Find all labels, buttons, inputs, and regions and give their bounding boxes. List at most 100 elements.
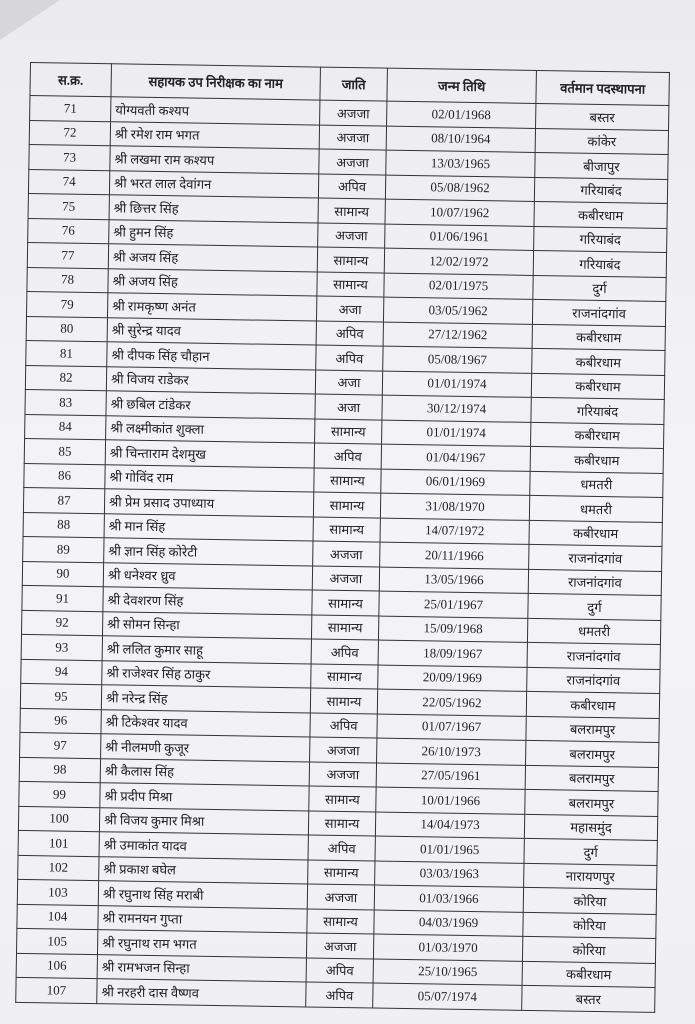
serial-cell: 98 <box>19 756 101 783</box>
dob-cell: 14/04/1973 <box>375 811 525 839</box>
serial-cell: 95 <box>20 683 102 710</box>
serial-cell: 82 <box>25 364 107 391</box>
dob-cell: 22/05/1962 <box>377 689 527 716</box>
dob-cell: 27/12/1962 <box>383 321 533 349</box>
posting-cell: गरियाबंद <box>533 225 667 253</box>
posting-cell: दुर्ग <box>532 274 667 302</box>
posting-cell: धमतरी <box>529 470 664 498</box>
serial-cell: 94 <box>20 658 103 685</box>
dob-cell: 05/08/1967 <box>382 346 533 373</box>
name-cell: श्री ज्ञान सिंह कोरेटी <box>103 537 314 566</box>
name-cell: श्री मान सिंह <box>104 513 314 542</box>
caste-cell: सामान्य <box>311 589 380 616</box>
posting-cell: गरियाबंद <box>533 250 667 278</box>
posting-cell: कबीरधाम <box>532 323 666 351</box>
caste-cell: सामान्य <box>316 271 385 298</box>
dob-cell: 01/01/1965 <box>375 836 525 863</box>
caste-cell: अजजा <box>318 149 387 175</box>
name-cell: श्री छबिल टांडेकर <box>105 390 316 419</box>
serial-cell: 101 <box>18 830 100 857</box>
name-cell: श्री उमाकांत यादव <box>99 831 309 860</box>
serial-cell: 78 <box>26 266 109 293</box>
posting-cell: कबीरधाम <box>530 421 664 449</box>
posting-cell: धमतरी <box>529 495 663 522</box>
serial-cell: 80 <box>26 315 108 342</box>
caste-cell: सामान्य <box>307 859 375 886</box>
serial-cell: 87 <box>23 487 105 514</box>
posting-cell: महासमुंद <box>524 813 658 841</box>
posting-cell: राजनांदगांव <box>527 642 661 669</box>
caste-cell: अपिव <box>315 345 384 371</box>
caste-cell: अजजा <box>312 541 381 567</box>
name-cell: श्री नरेन्द्र सिंह <box>101 684 311 713</box>
serial-cell: 100 <box>18 805 100 832</box>
name-cell: श्री देवशरण सिंह <box>102 586 313 615</box>
caste-cell: अपिव <box>311 638 379 665</box>
posting-cell: राजनांदगांव <box>526 666 661 694</box>
name-cell: श्री धनेश्वर ध्रुव <box>103 562 313 590</box>
serial-cell: 91 <box>21 585 104 612</box>
name-cell: श्री कैलास सिंह <box>100 758 310 786</box>
name-cell: योग्यवती कश्यप <box>110 96 320 125</box>
dob-cell: 01/01/1974 <box>381 419 531 447</box>
dob-cell: 01/07/1967 <box>376 713 527 741</box>
posting-cell: कबीरधाम <box>530 446 664 473</box>
dob-cell: 01/01/1974 <box>382 370 532 398</box>
caste-cell: सामान्य <box>313 492 381 518</box>
dob-cell: 01/03/1966 <box>374 885 524 912</box>
caste-cell: सामान्य <box>313 516 381 543</box>
name-cell: श्री रमेश राम भगत <box>110 121 320 150</box>
name-cell: श्री रघुनाथ राम भगत <box>97 929 307 958</box>
caste-cell: अपिव <box>305 981 374 1008</box>
dob-cell: 13/05/1966 <box>379 566 529 594</box>
caste-cell: सामान्य <box>318 198 386 224</box>
serial-cell: 103 <box>17 879 99 906</box>
dob-cell: 10/07/1962 <box>385 199 535 226</box>
serial-cell: 73 <box>28 144 111 171</box>
posting-cell: राजनांदगांव <box>528 568 662 596</box>
header-caste: जाति <box>319 67 388 102</box>
caste-cell: अजजा <box>306 932 374 959</box>
serial-cell: 106 <box>16 952 98 979</box>
posting-cell: कबीरधाम <box>531 372 665 400</box>
header-dob: जन्म तिथि <box>386 68 537 104</box>
caste-cell: सामान्य <box>308 810 376 837</box>
posting-cell: बलरामपुर <box>525 764 659 792</box>
serial-cell: 74 <box>28 168 110 195</box>
posting-cell: कबीरधाम <box>528 519 663 547</box>
serial-cell: 88 <box>23 511 105 538</box>
serial-cell: 96 <box>19 707 102 734</box>
posting-cell: गरियाबंद <box>534 176 668 204</box>
serial-cell: 85 <box>24 438 106 465</box>
name-cell: श्री टिकेश्वर यादव <box>100 709 311 737</box>
serial-cell: 102 <box>17 854 100 881</box>
caste-cell: अजजा <box>309 761 377 788</box>
serial-cell: 75 <box>28 193 110 220</box>
posting-cell: कबीरधाम <box>533 201 668 229</box>
dob-cell: 26/10/1973 <box>376 738 526 765</box>
posting-cell: कबीरधाम <box>522 960 656 988</box>
dob-cell: 03/05/1962 <box>383 297 533 324</box>
caste-cell: अजजा <box>309 736 377 763</box>
caste-cell: सामान्य <box>311 614 379 641</box>
dob-cell: 15/09/1968 <box>378 615 528 643</box>
caste-cell: अपिव <box>308 834 376 861</box>
header-serial: स.क्र. <box>29 62 112 97</box>
name-cell: श्री सोमन सिन्हा <box>102 611 312 639</box>
dob-cell: 12/02/1972 <box>384 248 534 275</box>
dob-cell: 20/11/1966 <box>379 542 529 569</box>
dob-cell: 13/03/1965 <box>385 150 536 177</box>
caste-cell: सामान्य <box>308 785 377 812</box>
posting-cell: कबीरधाम <box>526 691 660 718</box>
caste-cell: अजजा <box>319 100 387 126</box>
posting-cell: राजनांदगांव <box>528 544 662 571</box>
name-cell: श्री लखमा राम कश्यप <box>109 145 320 174</box>
dob-cell: 20/09/1969 <box>377 664 528 692</box>
name-cell: श्री विजय कुमार मिश्रा <box>99 807 309 835</box>
serial-cell: 90 <box>22 560 104 587</box>
dob-cell: 06/01/1969 <box>380 468 531 496</box>
caste-cell: सामान्य <box>314 418 382 445</box>
name-cell: श्री रामभजन सिन्हा <box>97 954 307 982</box>
dob-cell: 18/09/1967 <box>378 640 528 667</box>
